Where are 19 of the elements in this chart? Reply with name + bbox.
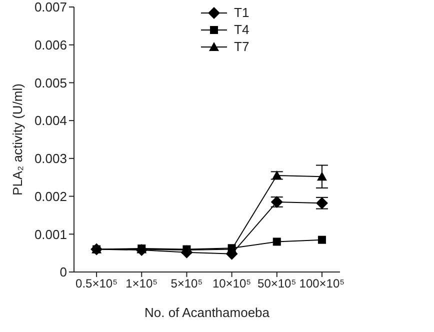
y-tick-label: 0.003	[34, 151, 67, 166]
y-tick-label: 0.006	[34, 37, 67, 52]
y-tick-label: 0	[60, 264, 67, 280]
y-tick-label: 0.005	[34, 75, 67, 90]
x-axis-title: No. of Acanthamoeba	[144, 305, 270, 320]
legend-label: T7	[234, 38, 250, 54]
y-tick-label: 0.004	[34, 113, 67, 128]
x-tick-label: 50×10⁵	[258, 276, 296, 291]
legend-label: T1	[234, 4, 250, 20]
x-tick-label: 5×10⁵	[170, 276, 203, 291]
x-tick-label: 1×10⁵	[126, 276, 158, 291]
y-axis-title: PLA₂ activity (U/ml)	[10, 84, 25, 196]
y-tick-label: 0.001	[34, 226, 67, 242]
x-tick-label: 100×10⁵	[299, 276, 345, 291]
y-tick-label: 0.002	[34, 188, 67, 204]
x-tick-label: 0.5×10⁵	[76, 276, 118, 291]
legend-label: T4	[234, 22, 250, 38]
y-tick-label: 0.007	[34, 0, 67, 15]
x-tick-label: 10×10⁵	[212, 276, 252, 291]
